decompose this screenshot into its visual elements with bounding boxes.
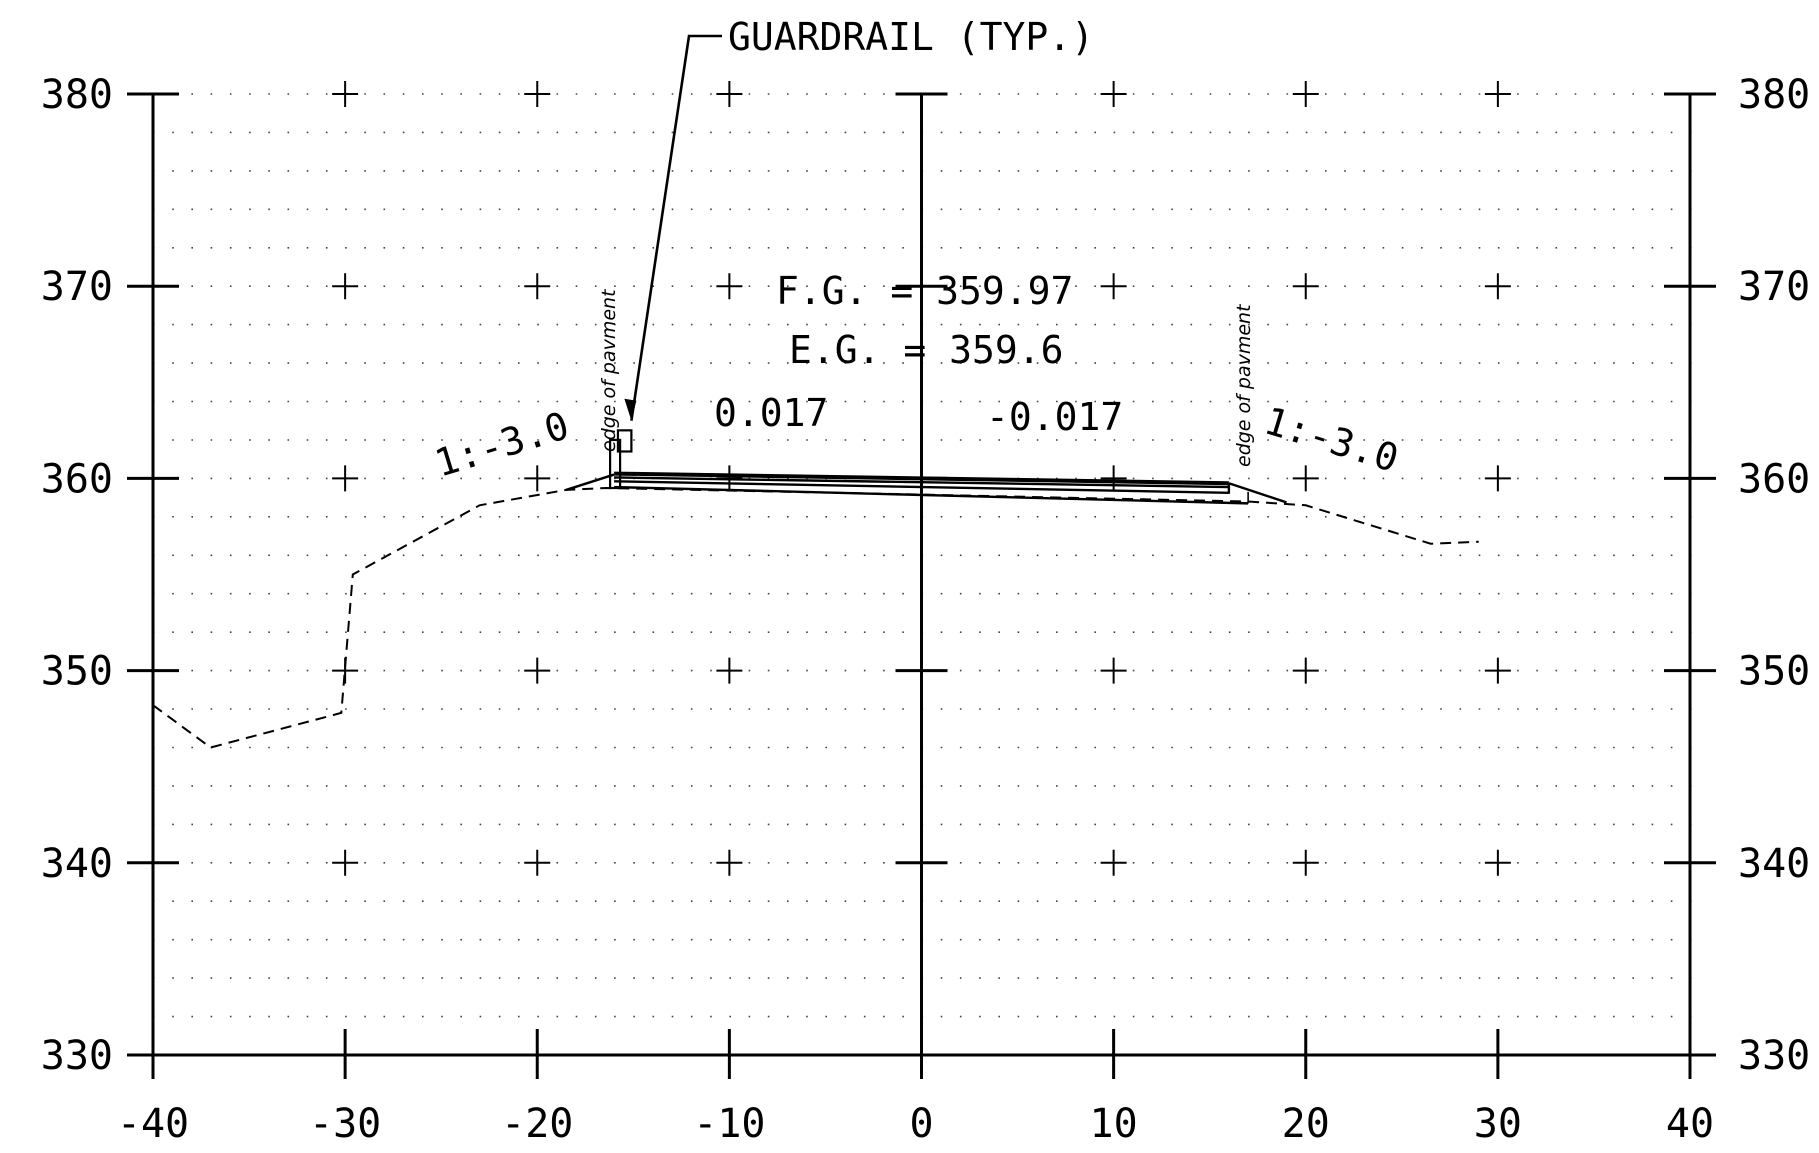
grid-crosshair	[524, 465, 551, 492]
x-tick-label: 30	[1474, 1101, 1522, 1147]
grid-crosshair	[1100, 657, 1127, 684]
axis-ticks	[127, 92, 1716, 1079]
side-slope-left: 1:-3.0	[430, 403, 574, 485]
x-tick-label: -20	[501, 1101, 573, 1147]
cross-slope-right: -0.017	[986, 395, 1123, 439]
guardrail-label: GUARDRAIL (TYP.)	[728, 15, 1094, 59]
grid-crosshair	[1484, 81, 1511, 107]
right-side-slope	[1228, 482, 1287, 504]
grid-crosshair	[524, 849, 551, 876]
grid-crosshair	[716, 849, 743, 876]
eg-annotation: E.G. = 359.6	[789, 328, 1064, 372]
guardrail	[608, 34, 722, 490]
grade-line	[614, 476, 1229, 489]
y-tick-label-left: 370	[41, 264, 113, 310]
finished-grade-lines	[565, 471, 1287, 505]
grid-crosshair	[716, 657, 743, 684]
x-tick-label: 40	[1666, 1101, 1714, 1147]
y-tick-label-left: 330	[41, 1033, 113, 1079]
y-tick-label-right: 350	[1738, 649, 1810, 695]
grid-crosshair	[1484, 657, 1511, 684]
grid-crosshair	[1100, 81, 1127, 107]
grid-crosshair	[332, 81, 359, 107]
grid-crosshair	[1484, 273, 1511, 300]
grid-crosshair	[1100, 465, 1127, 492]
grade-line	[614, 485, 1249, 505]
fg-annotation: F.G. = 359.97	[776, 269, 1073, 313]
existing-ground	[152, 486, 1479, 749]
guardrail-leader	[630, 34, 722, 421]
grid-crosshair	[1100, 849, 1127, 876]
y-tick-label-right: 360	[1738, 456, 1810, 502]
grid-crosshair	[716, 81, 743, 107]
y-tick-label-left: 360	[41, 456, 113, 502]
cross-slope-left: 0.017	[714, 391, 828, 435]
y-tick-label-left: 340	[41, 841, 113, 887]
y-tick-label-right: 380	[1738, 72, 1810, 118]
x-tick-label: 0	[909, 1101, 933, 1147]
grid-crosshair	[332, 849, 359, 876]
grid-crosshair	[1292, 465, 1319, 492]
grid-crosshair	[1292, 273, 1319, 300]
grid-crosshair	[1292, 849, 1319, 876]
grid-crosshair	[524, 273, 551, 300]
x-tick-label: -30	[309, 1101, 381, 1147]
guardrail-arrowhead	[624, 398, 637, 421]
grid-crosshair	[1292, 81, 1319, 107]
edge-of-pavement-left: edge of pavment	[598, 288, 620, 452]
guardrail-block	[616, 429, 633, 453]
grid-crosshair	[1100, 273, 1127, 300]
left-side-slope	[565, 473, 615, 492]
x-tick-label: 20	[1282, 1101, 1330, 1147]
grid-crosshair	[332, 465, 359, 492]
existing-ground-line	[152, 486, 1479, 749]
grid-crosshair	[1484, 849, 1511, 876]
x-tick-label: -40	[117, 1101, 189, 1147]
grade-line	[614, 480, 1229, 495]
y-tick-label-left: 350	[41, 649, 113, 695]
y-tick-label-right: 370	[1738, 264, 1810, 310]
guardrail-post	[608, 438, 622, 490]
grid-crosshair	[524, 81, 551, 107]
x-tick-label: -10	[693, 1101, 765, 1147]
grade-line	[614, 471, 1229, 486]
x-tick-label: 10	[1090, 1101, 1138, 1147]
axes	[151, 94, 1692, 1057]
grid-crosshairs	[332, 81, 1511, 876]
y-tick-label-left: 380	[41, 72, 113, 118]
y-tick-label-right: 340	[1738, 841, 1810, 887]
grid-crosshair	[1292, 657, 1319, 684]
axis-tick-labels: 330 330 340 340 350 350 360 360 370 370 380 380 -40 -…	[41, 72, 1811, 1147]
side-slope-right: 1:-3.0	[1259, 399, 1403, 481]
edge-of-pavement-right: edge of pavment	[1233, 303, 1255, 467]
y-tick-label-right: 330	[1738, 1033, 1810, 1079]
grid-crosshair	[524, 657, 551, 684]
grid-crosshair	[332, 273, 359, 300]
grid-crosshair	[716, 273, 743, 300]
grid-crosshair	[1484, 465, 1511, 492]
